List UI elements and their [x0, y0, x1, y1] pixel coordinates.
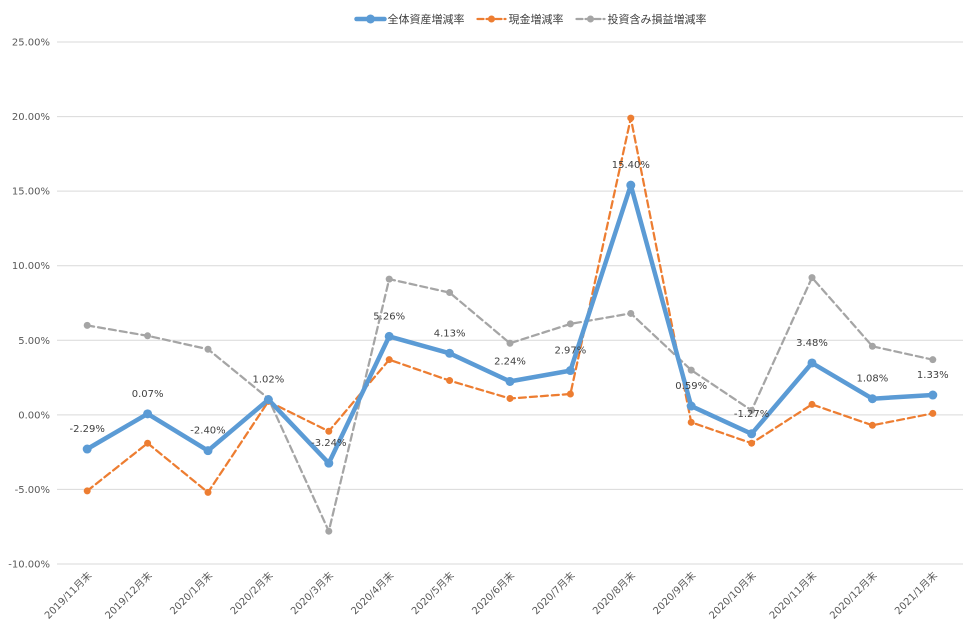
- data-point: [263, 395, 273, 405]
- data-label: -3.24%: [311, 438, 346, 449]
- data-point: [325, 527, 333, 535]
- data-point: [144, 439, 152, 447]
- legend-marker: [488, 15, 495, 23]
- data-point: [566, 320, 574, 328]
- data-point: [445, 348, 455, 358]
- data-label: 1.33%: [917, 370, 949, 381]
- y-tick-label: -5.00%: [15, 485, 50, 496]
- y-tick-label: 15.00%: [12, 187, 50, 198]
- data-point: [748, 406, 756, 414]
- legend-entry: 現金増減率: [509, 12, 564, 26]
- data-point: [143, 409, 153, 419]
- data-point: [687, 366, 695, 374]
- data-point: [807, 358, 817, 368]
- legend-entry: 投資含み損益増減率: [608, 12, 707, 26]
- data-point: [83, 487, 91, 495]
- data-point: [867, 394, 877, 404]
- data-point: [747, 429, 757, 439]
- data-point: [506, 394, 514, 402]
- data-point: [868, 421, 876, 429]
- series-lines: [84, 116, 936, 533]
- data-point: [868, 342, 876, 350]
- data-label: 2.24%: [494, 356, 526, 367]
- data-point: [203, 446, 213, 456]
- x-tick-label: 2020/3月末: [288, 569, 336, 617]
- y-tick-label: -10.00%: [8, 560, 50, 571]
- data-point: [686, 401, 696, 411]
- data-point: [384, 331, 394, 341]
- data-point: [83, 321, 91, 329]
- series-points: [82, 114, 938, 535]
- y-tick-label: 5.00%: [18, 336, 50, 347]
- data-label: 15.40%: [612, 160, 650, 171]
- x-tick-label: 2020/8月末: [590, 569, 638, 617]
- x-tick-label: 2020/9月末: [650, 569, 698, 617]
- x-tick-label: 2020/1月末: [167, 569, 215, 617]
- data-point: [325, 427, 333, 435]
- legend: 全体資産増減率 現金増減率 投資含み損益増減率: [354, 12, 707, 26]
- data-point: [928, 390, 938, 400]
- data-point: [565, 366, 575, 376]
- legend-entry: 全体資産増減率: [388, 12, 465, 26]
- data-label: 4.13%: [434, 328, 466, 339]
- x-tick-label: 2020/6月末: [469, 569, 517, 617]
- data-point: [748, 439, 756, 447]
- y-tick-label: 20.00%: [12, 112, 50, 123]
- series-line: [84, 182, 936, 466]
- x-tick-label: 2020/7月末: [529, 569, 577, 617]
- data-point: [324, 458, 334, 468]
- x-tick-label: 2020/4月末: [348, 569, 396, 617]
- x-tick-label: 2020/11月末: [766, 569, 819, 622]
- x-tick-label: 2021/1月末: [892, 569, 940, 617]
- data-label: -1.27%: [734, 409, 769, 420]
- data-point: [929, 356, 937, 364]
- x-tick-label: 2020/2月末: [227, 569, 275, 617]
- y-axis-ticks: 25.00% 20.00% 15.00% 10.00% 5.00% 0.00% -5.00%…: [8, 38, 50, 571]
- x-tick-label: 2019/12月末: [102, 569, 155, 622]
- data-labels: -2.29% 0.07% -2.40% 1.02% -3.24% 5.26% 4.13% 2.…: [70, 160, 949, 449]
- y-tick-label: 25.00%: [12, 38, 50, 49]
- data-point: [446, 289, 454, 297]
- data-label: 5.26%: [373, 311, 405, 322]
- data-label: 0.07%: [132, 389, 164, 400]
- data-point: [505, 376, 515, 386]
- data-label: 2.97%: [555, 346, 587, 357]
- data-point: [566, 390, 574, 398]
- data-point: [204, 488, 212, 496]
- data-point: [506, 339, 514, 347]
- data-label: 0.59%: [675, 381, 707, 392]
- data-label: 1.08%: [857, 374, 889, 385]
- x-axis-ticks: 2019/11月末 2019/12月末 2020/1月末 2020/2月末 2020/3…: [42, 569, 940, 622]
- gridlines: [57, 41, 963, 565]
- data-point: [929, 409, 937, 417]
- data-point: [627, 309, 635, 317]
- data-point: [687, 418, 695, 426]
- legend-marker: [366, 14, 375, 24]
- x-tick-label: 2020/12月末: [827, 569, 880, 622]
- data-point: [204, 345, 212, 353]
- x-tick-label: 2020/10月末: [706, 569, 759, 622]
- data-point: [627, 114, 635, 122]
- data-point: [385, 356, 393, 364]
- data-label: -2.29%: [70, 424, 105, 435]
- x-tick-label: 2020/5月末: [409, 569, 457, 617]
- data-label: -2.40%: [190, 426, 225, 437]
- data-label: 3.48%: [796, 338, 828, 349]
- legend-marker: [587, 15, 594, 23]
- y-tick-label: 0.00%: [18, 410, 50, 421]
- data-point: [82, 444, 92, 454]
- data-point: [385, 275, 393, 283]
- y-tick-label: 10.00%: [12, 261, 50, 272]
- data-point: [808, 400, 816, 408]
- data-label: 1.02%: [253, 375, 285, 386]
- series-line: [86, 276, 934, 533]
- data-point: [808, 274, 816, 282]
- x-tick-label: 2019/11月末: [42, 569, 95, 622]
- data-point: [446, 377, 454, 385]
- data-point: [144, 332, 152, 340]
- data-point: [626, 180, 636, 190]
